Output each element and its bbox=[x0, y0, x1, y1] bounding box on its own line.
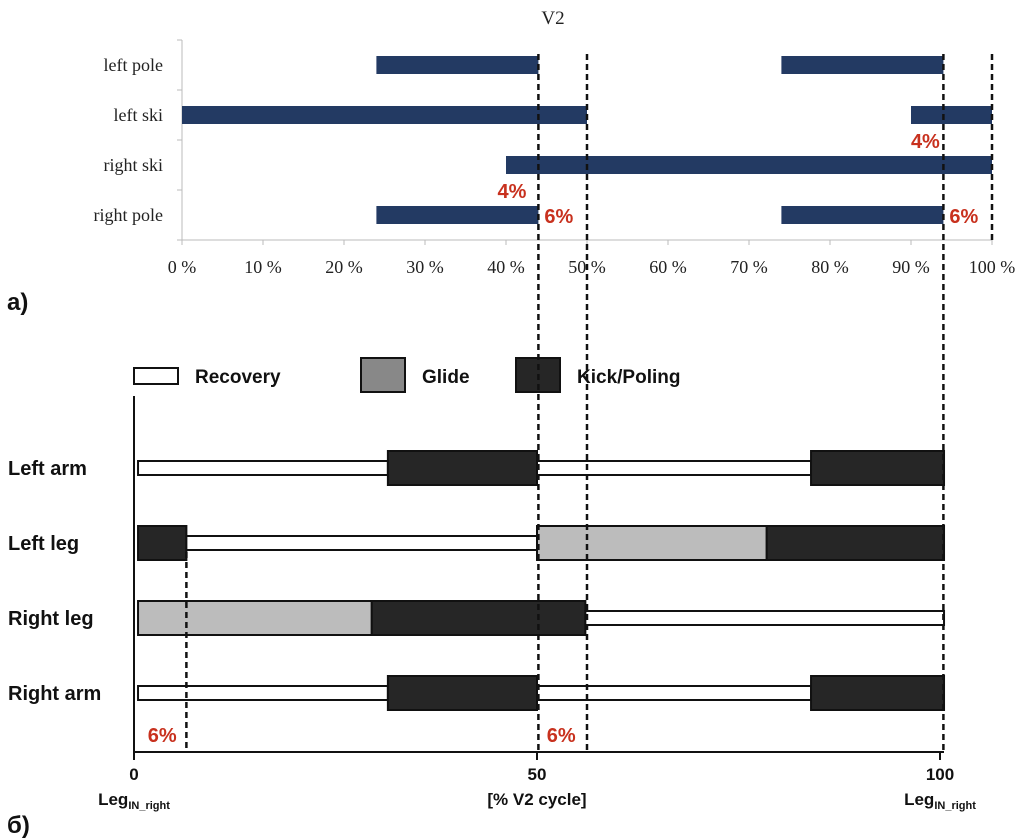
legend-label: Glide bbox=[422, 367, 470, 388]
panel-a-title: V2 bbox=[541, 8, 564, 29]
panel-b-legend: Recovery Glide Kick/Poling bbox=[134, 358, 680, 392]
panel-b-annotation: 6% bbox=[148, 725, 177, 747]
panel-a-x-ticks: 0 % 10 % 20 % 30 % 40 % 50 % 60 % 70 % 80 % 90 % 1… bbox=[168, 240, 1016, 277]
panel-b-category-label: Left arm bbox=[8, 458, 87, 480]
legend-swatch-recovery bbox=[134, 368, 178, 384]
panel-a-label: a) bbox=[7, 289, 28, 316]
panel-a-bar bbox=[506, 156, 992, 174]
panel-b-bar-kick bbox=[388, 451, 537, 485]
panel-a-category-labels: left pole left ski right ski right pole bbox=[94, 55, 164, 225]
panel-b-category-label: Left leg bbox=[8, 533, 79, 555]
panel-b-x-tick-label: 0 bbox=[129, 765, 138, 784]
panel-a-x-tick-label: 30 % bbox=[406, 257, 444, 277]
panel-b-bar-recovery bbox=[138, 686, 388, 700]
panel-a-bar bbox=[376, 56, 538, 74]
panel-b-x-tick-label: 50 bbox=[528, 765, 547, 784]
panel-b-category-labels: Left arm Left leg Right leg Right arm bbox=[8, 458, 101, 705]
panel-b-category-label: Right leg bbox=[8, 608, 94, 630]
panel-b-x-tick-label: 100 bbox=[926, 765, 954, 784]
panel-a-category-label: left pole bbox=[104, 55, 163, 75]
panel-a-x-tick-label: 10 % bbox=[244, 257, 282, 277]
panel-b-bar-recovery bbox=[537, 686, 811, 700]
panel-a-category-label: right ski bbox=[103, 155, 163, 175]
panel-a-x-tick-label: 80 % bbox=[811, 257, 849, 277]
panel-b-bar-kick bbox=[388, 676, 537, 710]
panel-b-label: б) bbox=[7, 812, 30, 839]
legend-label: Recovery bbox=[195, 367, 281, 388]
panel-b-bar-kick bbox=[372, 601, 586, 635]
panel-a: V2 0 % 10 % 20 % 30 % 40 % 50 % 60 % 70 % 80 % 90… bbox=[7, 8, 1015, 316]
figure: V2 0 % 10 % 20 % 30 % 40 % 50 % 60 % 70 % 80 % 90… bbox=[0, 0, 1024, 840]
panel-a-x-tick-label: 60 % bbox=[649, 257, 687, 277]
panel-b-bar-recovery bbox=[585, 611, 944, 625]
panel-b-x-label: [% V2 cycle] bbox=[487, 790, 586, 809]
panel-b: Recovery Glide Kick/Poling Left arm Left le… bbox=[7, 358, 976, 839]
panel-b-x-end-label: LegIN_right bbox=[904, 790, 976, 812]
legend-label: Kick/Poling bbox=[577, 367, 680, 388]
panel-b-category-label: Right arm bbox=[8, 683, 101, 705]
panel-b-x-end-label: LegIN_right bbox=[98, 790, 170, 812]
panel-a-bar bbox=[781, 206, 943, 224]
panel-a-x-tick-label: 90 % bbox=[892, 257, 930, 277]
legend-swatch-glide bbox=[361, 358, 405, 392]
panel-a-annotation: 4% bbox=[911, 131, 940, 153]
panel-b-bar-glide bbox=[537, 526, 767, 560]
panel-b-bar-glide bbox=[138, 601, 372, 635]
panel-a-bar bbox=[376, 206, 538, 224]
panel-b-bar-kick bbox=[767, 526, 944, 560]
panel-a-bar bbox=[182, 106, 587, 124]
panel-a-annotation: 6% bbox=[544, 206, 573, 228]
panel-b-bar-recovery bbox=[186, 536, 537, 550]
panel-a-y-ticks bbox=[177, 40, 182, 240]
panel-b-bars bbox=[138, 451, 944, 710]
panel-b-annotation: 6% bbox=[547, 725, 576, 747]
panel-a-x-tick-label: 40 % bbox=[487, 257, 525, 277]
panel-a-x-tick-label: 100 % bbox=[969, 257, 1016, 277]
panel-a-bar bbox=[911, 106, 992, 124]
panel-a-x-tick-label: 70 % bbox=[730, 257, 768, 277]
panel-a-x-tick-label: 0 % bbox=[168, 257, 197, 277]
panel-a-bar bbox=[781, 56, 943, 74]
panel-b-bar-kick bbox=[138, 526, 186, 560]
panel-a-category-label: left ski bbox=[114, 105, 164, 125]
panel-b-bar-kick bbox=[811, 451, 944, 485]
panel-b-bar-kick bbox=[811, 676, 944, 710]
panel-a-annotation: 6% bbox=[949, 206, 978, 228]
panel-b-bar-recovery bbox=[537, 461, 811, 475]
panel-a-category-label: right pole bbox=[94, 205, 164, 225]
panel-b-annotations: 6% 6% bbox=[148, 725, 576, 747]
panel-b-bar-recovery bbox=[138, 461, 388, 475]
panel-a-annotation: 4% bbox=[498, 181, 527, 203]
panel-a-x-tick-label: 20 % bbox=[325, 257, 363, 277]
